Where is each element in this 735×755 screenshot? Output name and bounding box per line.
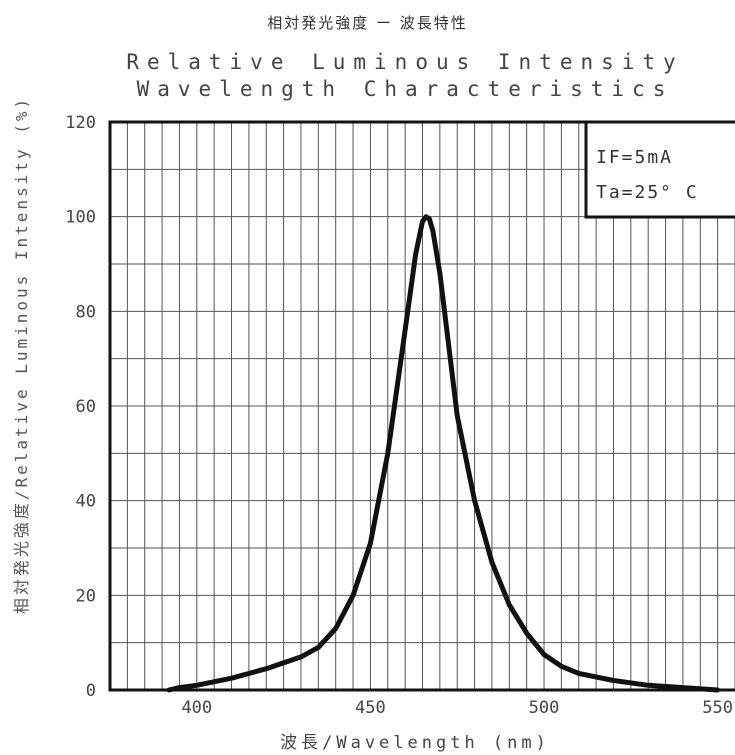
x-axis-label: 波長/Wavelength (nm) [280, 733, 550, 753]
x-tick-label: 500 [529, 698, 560, 718]
y-tick-label: 80 [76, 302, 96, 322]
chart-title-english-line1: Relative Luminous Intensity [126, 50, 684, 74]
y-tick-labels: 0 20 40 60 80 100 120 [65, 113, 96, 701]
x-tick-label: 550 [702, 698, 733, 718]
y-tick-label: 100 [65, 208, 96, 228]
y-tick-label: 40 [76, 492, 96, 512]
x-tick-labels: 400 450 500 550 [181, 698, 733, 718]
condition-temperature: Ta=25° C [596, 182, 699, 203]
conditions-box [584, 120, 735, 219]
y-tick-label: 60 [76, 397, 96, 417]
chart-title-japanese: 相対発光強度 ー 波長特性 [267, 14, 468, 32]
y-tick-label: 120 [65, 113, 96, 133]
chart-title-english-line2: Wavelength Characteristics [136, 77, 674, 101]
y-axis-label: 相対発光強度/Relative Luminous Intensity (%) [12, 96, 31, 614]
y-tick-label: 20 [76, 586, 96, 606]
x-tick-label: 400 [181, 698, 212, 718]
series-line [166, 214, 721, 693]
x-tick-label: 450 [355, 698, 386, 718]
plot-frame [108, 120, 735, 692]
condition-current: IF=5mA [596, 147, 673, 168]
y-tick-label: 0 [86, 681, 96, 701]
